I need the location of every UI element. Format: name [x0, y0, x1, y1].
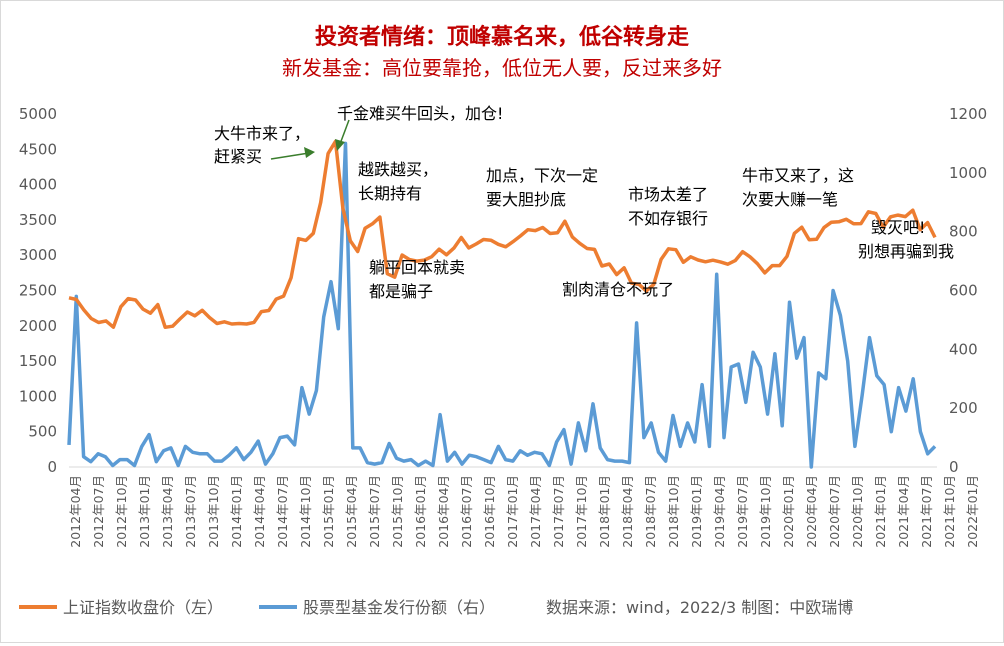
x-tick-label: 2015年10月 [390, 475, 405, 548]
x-tick-label: 2019年07月 [735, 475, 750, 548]
y-right-tick-label: 800 [949, 223, 978, 241]
legend-source-note: 数据来源：wind，2022/3 制图：中欧瑞博 [546, 598, 853, 617]
annotation-bank-deposit: 市场太差了 不如存银行 [628, 185, 713, 228]
x-tick-label: 2018年10月 [666, 475, 681, 548]
chart-title: 投资者情绪：顶峰慕名来，低谷转身走 [315, 24, 689, 50]
y-left-tick-label: 0 [47, 458, 57, 476]
x-tick-label: 2018年04月 [620, 475, 635, 548]
x-tick-label: 2020年04月 [804, 475, 819, 548]
annotation-cut-loss: 割肉清仓不玩了 [562, 280, 674, 299]
y-right-tick-label: 200 [949, 399, 978, 417]
x-axis: 2012年04月 2012年07月 2012年10月 2013年01月 2013年04月… [68, 475, 980, 548]
x-tick-label: 2019年10月 [758, 475, 773, 548]
x-tick-label: 2020年10月 [850, 475, 865, 548]
x-tick-label: 2016年10月 [482, 475, 497, 548]
x-tick-label: 2021年10月 [942, 475, 957, 548]
x-tick-label: 2015年07月 [367, 475, 382, 548]
annotation-bottom-fish: 加点，下次一定 要大胆抄底 [486, 166, 603, 209]
y-left-tick-label: 1000 [19, 387, 57, 405]
annotation-breakeven-sell: 躺平回本就卖 都是骗子 [369, 258, 470, 301]
x-tick-label: 2014年01月 [229, 475, 244, 548]
x-tick-label: 2015年01月 [321, 475, 336, 548]
annotation-arrowhead-2 [335, 139, 345, 151]
x-tick-label: 2013年04月 [160, 475, 175, 548]
legend-label-sse: 上证指数收盘价（左） [63, 598, 223, 617]
x-tick-label: 2012年07月 [91, 475, 106, 548]
sse-index-line [68, 139, 937, 330]
y-right-tick-label: 1200 [949, 105, 987, 123]
y-left-tick-label: 4000 [19, 176, 57, 194]
x-tick-label: 2016年01月 [413, 475, 428, 548]
x-tick-label: 2021年04月 [896, 475, 911, 548]
y-right-tick-label: 400 [949, 340, 978, 358]
x-tick-label: 2021年01月 [873, 475, 888, 548]
y-left-tick-label: 1500 [19, 352, 57, 370]
x-tick-label: 2017年10月 [574, 475, 589, 548]
annotation-bull-market: 大牛市来了， 赶紧买 [214, 124, 315, 166]
y-left-tick-label: 3500 [19, 211, 57, 229]
y-right-axis: 0 200 400 600 800 1000 1200 [949, 105, 987, 476]
annotation-arrow-2 [339, 119, 350, 145]
x-tick-label: 2021年07月 [919, 475, 934, 548]
y-left-axis: 0 500 1000 1500 2000 2500 3000 3500 4000 4500 5000 [19, 105, 57, 476]
annotation-arrowhead-1 [304, 147, 315, 158]
x-tick-label: 2014年04月 [252, 475, 267, 548]
x-tick-label: 2014年10月 [298, 475, 313, 548]
x-tick-label: 2022年01月 [965, 475, 980, 548]
x-tick-label: 2019年01月 [689, 475, 704, 548]
y-left-tick-label: 2500 [19, 282, 57, 300]
fund-issuance-line [67, 141, 937, 469]
annotation-destroy: 毁灭吧! 别想再骗到我 [858, 218, 954, 261]
annotation-arrow-1 [270, 152, 310, 160]
x-tick-label: 2016年04月 [436, 475, 451, 548]
legend-label-fund: 股票型基金发行份额（右） [303, 598, 495, 617]
x-tick-label: 2012年04月 [68, 475, 83, 548]
chart-subtitle: 新发基金：高位要靠抢，低位无人要，反过来多好 [282, 56, 722, 80]
y-right-tick-label: 1000 [949, 164, 987, 182]
x-tick-label: 2013年07月 [183, 475, 198, 548]
x-tick-label: 2020年01月 [781, 475, 796, 548]
x-tick-label: 2017年04月 [528, 475, 543, 548]
y-left-tick-label: 3000 [19, 246, 57, 264]
y-right-tick-label: 600 [949, 282, 978, 300]
x-tick-label: 2013年01月 [137, 475, 152, 548]
x-tick-label: 2018年07月 [643, 475, 658, 548]
x-tick-label: 2016年07月 [459, 475, 474, 548]
y-left-tick-label: 500 [28, 423, 57, 441]
x-tick-label: 2012年10月 [114, 475, 129, 548]
x-tick-label: 2020年07月 [827, 475, 842, 548]
y-right-tick-label: 0 [949, 458, 959, 476]
y-left-tick-label: 5000 [19, 105, 57, 123]
x-tick-label: 2014年07月 [275, 475, 290, 548]
y-left-tick-label: 2000 [19, 317, 57, 335]
x-tick-label: 2017年01月 [505, 475, 520, 548]
x-tick-label: 2015年04月 [344, 475, 359, 548]
x-tick-label: 2017年07月 [551, 475, 566, 548]
x-tick-label: 2019年04月 [712, 475, 727, 548]
annotation-bull-again: 牛市又来了，这 次要大赚一笔 [742, 166, 859, 209]
x-tick-label: 2013年10月 [206, 475, 221, 548]
annotation-add-position: 千金难买牛回头，加仓! [337, 104, 503, 123]
x-tick-label: 2018年01月 [597, 475, 612, 548]
y-left-tick-label: 4500 [19, 140, 57, 158]
annotation-buy-dip: 越跌越买， 长期持有 [358, 160, 443, 203]
